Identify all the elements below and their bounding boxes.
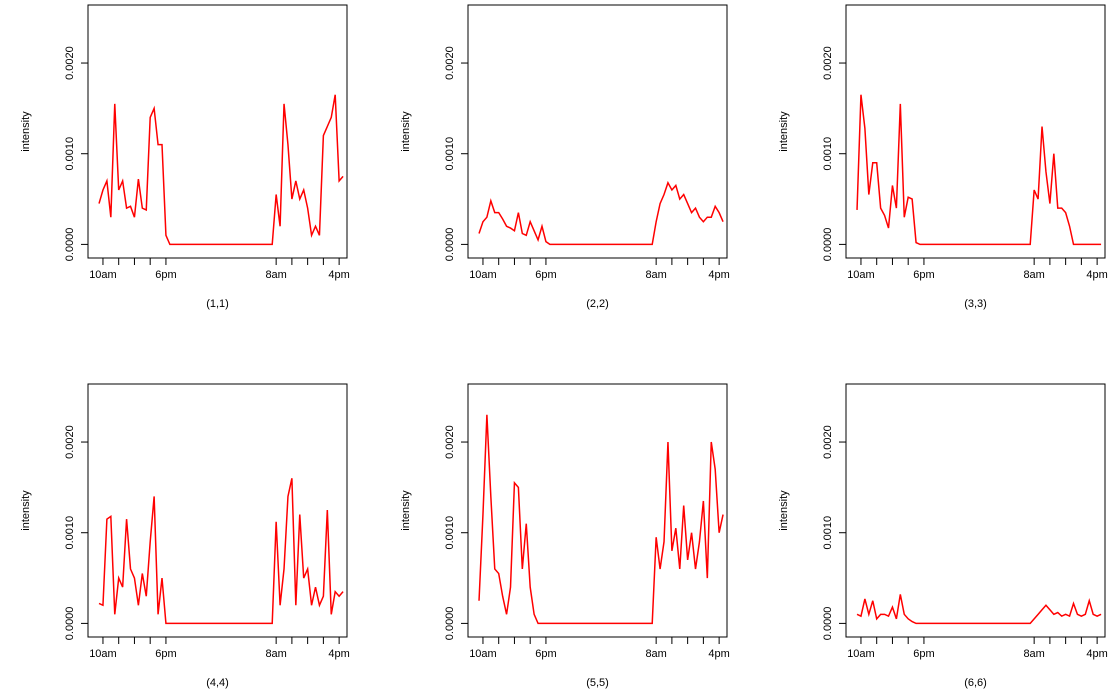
plot-frame <box>467 383 728 638</box>
x-axis-label: (3,3) <box>964 298 987 310</box>
x-axis-label: (4,4) <box>206 677 229 689</box>
y-axis-label: intensity <box>20 490 32 531</box>
x-tick-label: 6pm <box>535 269 556 281</box>
x-tick-label: 4pm <box>1086 648 1107 660</box>
y-tick-label: 0.0010 <box>822 137 834 171</box>
x-tick-label: 8am <box>265 269 286 281</box>
x-tick-label: 8am <box>1023 648 1044 660</box>
y-tick-label: 0.0010 <box>64 137 76 171</box>
y-axis-label: intensity <box>400 111 412 152</box>
y-tick-label: 0.0000 <box>444 228 456 262</box>
x-tick-label: 10am <box>469 648 497 660</box>
y-tick-label: 0.0020 <box>822 46 834 80</box>
x-tick-label: 8am <box>265 648 286 660</box>
y-tick-label: 0.0000 <box>822 228 834 262</box>
x-tick-label: 10am <box>469 269 497 281</box>
x-tick-label: 6pm <box>913 648 934 660</box>
y-tick-label: 0.0010 <box>64 516 76 550</box>
y-tick-label: 0.0000 <box>444 607 456 641</box>
x-tick-label: 6pm <box>913 269 934 281</box>
y-axis-label: intensity <box>778 490 790 531</box>
data-line <box>856 594 1102 625</box>
y-tick-label: 0.0010 <box>822 516 834 550</box>
data-line <box>478 180 724 246</box>
x-tick-label: 4pm <box>708 269 729 281</box>
plot-frame <box>845 383 1106 638</box>
y-tick-label: 0.0020 <box>64 425 76 459</box>
y-axis-label: intensity <box>400 490 412 531</box>
y-tick-label: 0.0020 <box>444 425 456 459</box>
y-axis-label: intensity <box>778 111 790 152</box>
x-tick-label: 10am <box>89 269 117 281</box>
y-tick-label: 0.0010 <box>444 516 456 550</box>
x-tick-label: 4pm <box>708 648 729 660</box>
y-tick-label: 0.0010 <box>444 137 456 171</box>
x-tick-label: 6pm <box>155 269 176 281</box>
x-axis-label: (5,5) <box>586 677 609 689</box>
y-axis-label: intensity <box>20 111 32 152</box>
plot-frame <box>845 4 1106 259</box>
y-tick-label: 0.0020 <box>822 425 834 459</box>
data-line <box>98 478 344 625</box>
x-tick-label: 8am <box>645 269 666 281</box>
x-tick-label: 4pm <box>328 269 349 281</box>
data-line <box>478 414 724 625</box>
plot-frame <box>87 4 348 259</box>
x-axis-label: (1,1) <box>206 298 229 310</box>
x-tick-label: 4pm <box>1086 269 1107 281</box>
data-line <box>98 94 344 246</box>
x-tick-label: 8am <box>1023 269 1044 281</box>
x-tick-label: 6pm <box>155 648 176 660</box>
plot-frame <box>87 383 348 638</box>
plot-frame <box>467 4 728 259</box>
y-tick-label: 0.0000 <box>64 228 76 262</box>
data-line <box>856 94 1102 246</box>
y-tick-label: 0.0020 <box>444 46 456 80</box>
x-axis-label: (6,6) <box>964 677 987 689</box>
x-tick-label: 10am <box>847 269 875 281</box>
y-tick-label: 0.0000 <box>64 607 76 641</box>
x-tick-label: 6pm <box>535 648 556 660</box>
x-tick-label: 4pm <box>328 648 349 660</box>
y-tick-label: 0.0000 <box>822 607 834 641</box>
x-tick-label: 10am <box>847 648 875 660</box>
x-tick-label: 8am <box>645 648 666 660</box>
y-tick-label: 0.0020 <box>64 46 76 80</box>
x-tick-label: 10am <box>89 648 117 660</box>
x-axis-label: (2,2) <box>586 298 609 310</box>
